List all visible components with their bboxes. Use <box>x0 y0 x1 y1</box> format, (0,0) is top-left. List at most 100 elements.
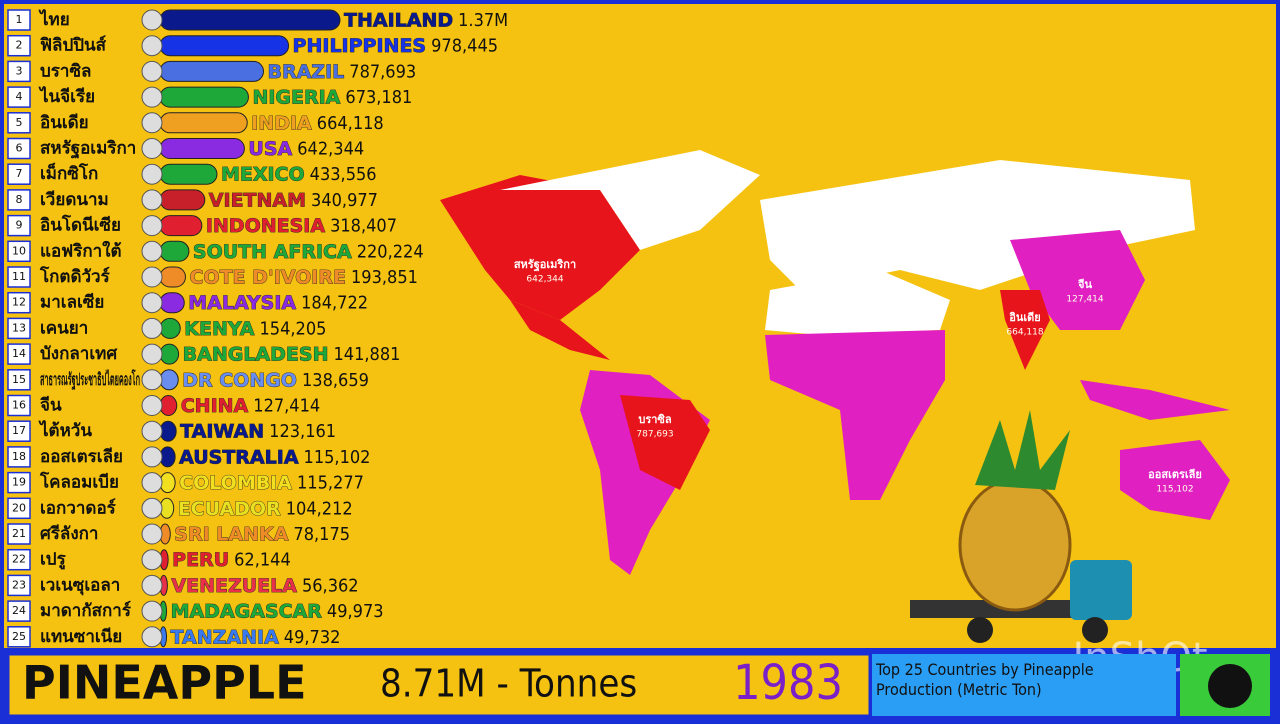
year: 1983 <box>733 655 843 711</box>
rank-box <box>7 446 31 468</box>
map-value: 642,344 <box>526 275 563 285</box>
local-name: สหรัฐอเมริกา <box>40 139 136 160</box>
local-name: มาเลเซีย <box>40 292 104 313</box>
flag <box>141 138 163 159</box>
rank: 21 <box>12 527 26 540</box>
map-value: 115,102 <box>1156 485 1193 495</box>
local-name: ไต้หวัน <box>38 420 92 441</box>
rank: 11 <box>12 270 26 283</box>
country-name: VENEZUELA <box>171 575 297 597</box>
country-name: INDONESIA <box>206 215 326 237</box>
local-name: โกตดิวัวร์ <box>39 266 111 287</box>
country-name: VIETNAM <box>209 189 306 211</box>
country-name: SRI LANKA <box>174 524 288 546</box>
value-label: 193,851 <box>351 267 418 288</box>
rank: 13 <box>12 321 26 334</box>
total-label: 8.71M - Tonnes <box>380 662 637 706</box>
value-label: 978,445 <box>431 36 498 57</box>
country-name: MEXICO <box>221 164 305 186</box>
rank: 17 <box>12 424 26 437</box>
local-name: ออสเตรเลีย <box>40 446 123 467</box>
rank-box <box>7 137 31 160</box>
country-name: AUSTRALIA <box>179 446 299 468</box>
local-name: สาธารณรัฐประชาธิปไตยคองโก <box>40 369 140 391</box>
country-name: INDIA <box>251 112 312 134</box>
value-label: 673,181 <box>345 87 412 108</box>
value-label: 49,732 <box>284 627 341 648</box>
local-name: โคลอมเบีย <box>39 472 119 493</box>
flag <box>141 189 163 211</box>
country-name: BRAZIL <box>267 61 344 83</box>
flag <box>141 86 163 108</box>
country-name: KENYA <box>184 318 255 340</box>
rank: 20 <box>12 501 26 514</box>
rank-box <box>7 317 31 340</box>
value-label: 664,118 <box>317 113 384 134</box>
map-value: 787,693 <box>636 430 673 440</box>
local-name: บังกลาเทศ <box>40 344 118 364</box>
bar <box>159 343 180 365</box>
local-name: ฟิลิปปินส์ <box>40 35 107 56</box>
bar <box>159 35 290 57</box>
eurasia <box>760 160 1195 290</box>
local-name: เวียดนาม <box>40 189 109 210</box>
local-name: บราซิล <box>40 61 91 81</box>
rank-box <box>7 163 31 185</box>
country-name: THAILAND <box>344 10 453 32</box>
country-name: CHINA <box>181 395 249 417</box>
local-name: แอฟริกาใต้ <box>40 240 122 261</box>
caption-box <box>872 654 1176 716</box>
footer-bar <box>6 652 872 718</box>
country-name: NIGERIA <box>252 87 340 109</box>
bar <box>159 189 206 211</box>
rank-box <box>7 60 31 83</box>
rank-box <box>7 266 31 288</box>
local-name: อินเดีย <box>40 112 89 133</box>
rank: 18 <box>12 450 26 463</box>
bar <box>159 86 249 108</box>
bar <box>159 215 203 237</box>
rank: 12 <box>12 296 26 309</box>
bar <box>159 60 264 82</box>
flag <box>141 266 163 288</box>
rank-box <box>7 394 31 417</box>
flag <box>141 472 163 494</box>
rank-box <box>7 471 31 494</box>
rank-box <box>7 189 31 211</box>
rank-box <box>7 574 31 597</box>
rank: 7 <box>16 167 23 180</box>
country-name: USA <box>248 138 292 160</box>
truck-cab <box>1070 560 1132 620</box>
country-name: BANGLADESH <box>183 344 329 366</box>
rank: 3 <box>16 64 23 77</box>
bar <box>159 9 341 31</box>
bar <box>159 317 181 339</box>
bar <box>159 369 179 391</box>
value-label: 1.37M <box>458 10 508 31</box>
country-name: PERU <box>172 549 229 571</box>
bar <box>159 240 190 262</box>
rank-box <box>7 112 31 134</box>
rank: 14 <box>12 347 26 360</box>
country-name: PHILIPPINES <box>293 35 427 57</box>
flag <box>141 446 163 468</box>
rank: 1 <box>16 13 23 26</box>
world-map <box>440 150 1230 575</box>
india <box>1000 290 1050 370</box>
map-country: จีน <box>1077 278 1092 291</box>
local-name: เวเนซุเอลา <box>40 575 120 595</box>
bar <box>159 163 218 185</box>
rank: 2 <box>16 39 23 52</box>
map-country: สหรัฐอเมริกา <box>514 258 576 272</box>
rank-box <box>7 34 31 57</box>
value-label: 787,693 <box>349 61 416 82</box>
flag <box>141 600 163 622</box>
flag <box>141 112 163 134</box>
pineapple-truck <box>910 410 1132 643</box>
flag <box>141 163 163 185</box>
flag <box>141 317 163 339</box>
country-name: COTE D'IVOIRE <box>189 267 346 289</box>
local-name: เอกวาดอร์ <box>40 497 117 518</box>
flag <box>141 497 163 519</box>
